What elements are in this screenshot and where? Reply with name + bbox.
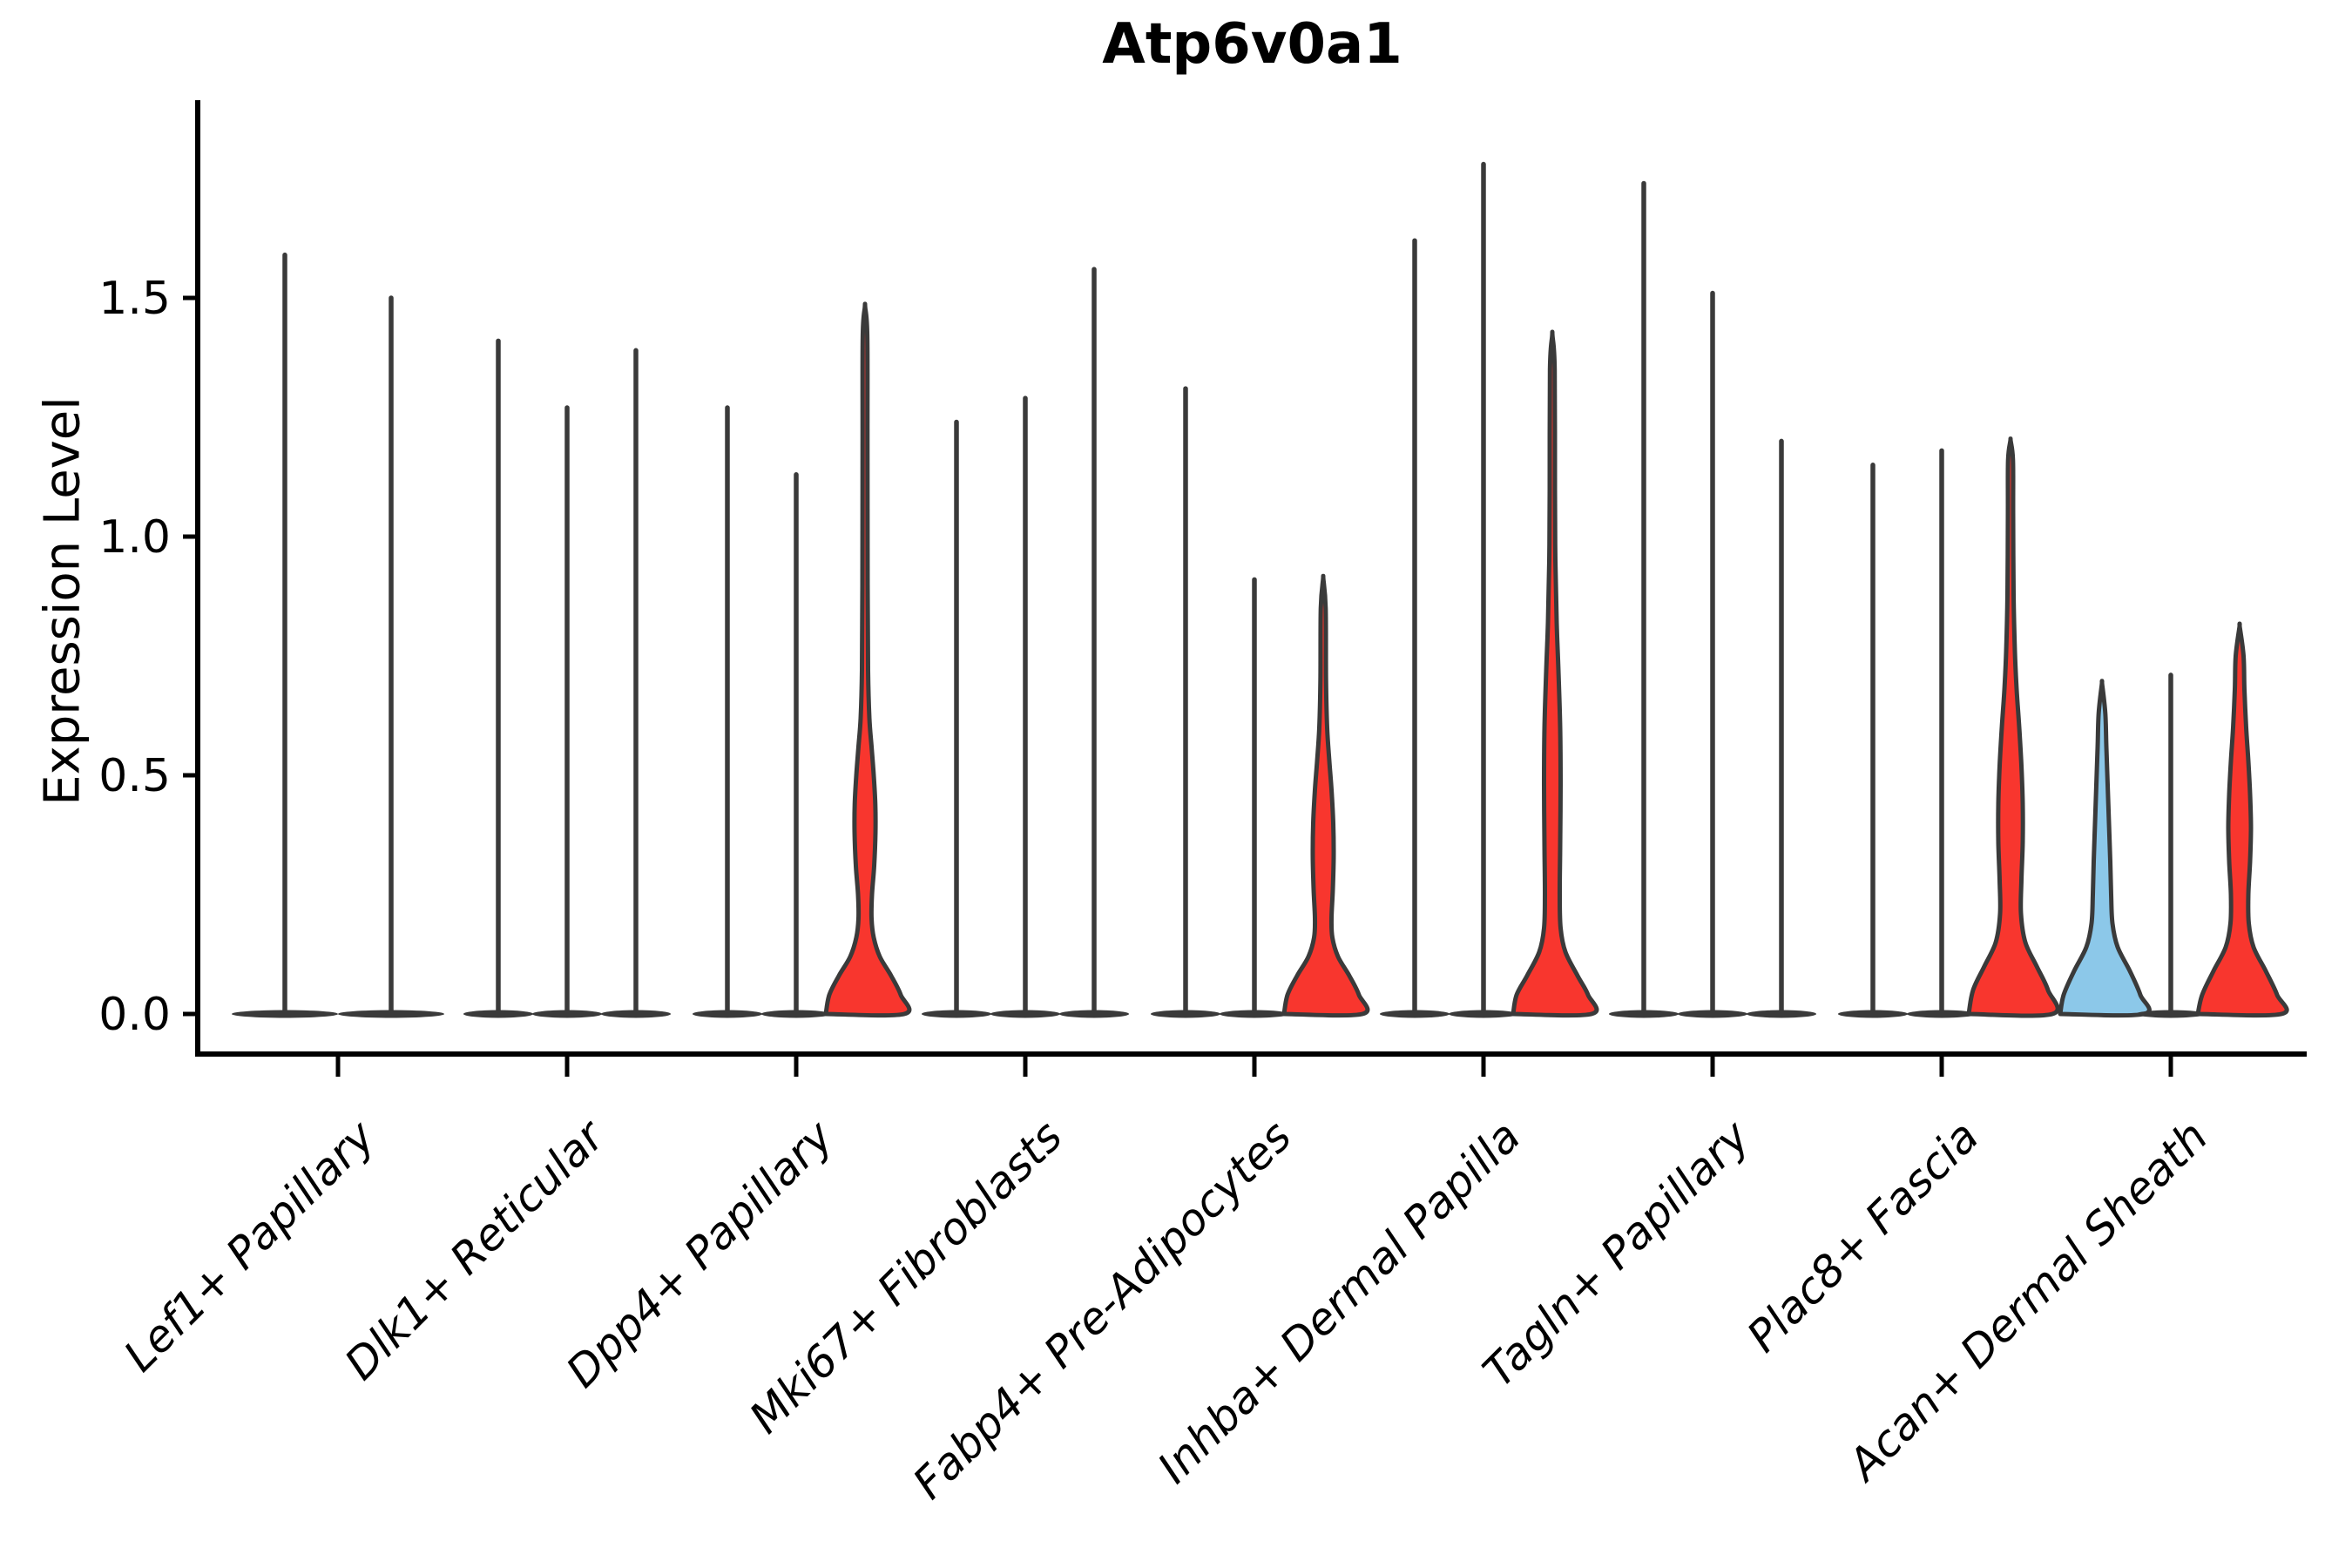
y-tick-label: 0.0 bbox=[98, 989, 171, 1041]
y-tick-label: 1.5 bbox=[98, 273, 171, 325]
violin-body bbox=[1281, 573, 1370, 1018]
violin-body bbox=[1966, 436, 2060, 1018]
violin-body bbox=[823, 301, 912, 1018]
x-tick-label: Acan+ Dermal Sheath bbox=[1837, 1111, 2218, 1491]
x-tick-label: Fabp4+ Pre-Adipocytes bbox=[903, 1111, 1301, 1509]
x-tick-label: Plac8+ Fascia bbox=[1738, 1111, 1989, 1362]
x-tick-label: Lef1+ Papillary bbox=[114, 1110, 385, 1381]
violin-body bbox=[2058, 679, 2152, 1018]
y-tick-label: 0.5 bbox=[98, 750, 171, 802]
violin-body bbox=[1511, 329, 1599, 1018]
y-tick-label: 1.0 bbox=[98, 511, 171, 564]
chart-title: Atp6v0a1 bbox=[1102, 12, 1402, 77]
violin-body bbox=[2195, 621, 2289, 1018]
x-tick-label: Inhba+ Dermal Papilla bbox=[1148, 1111, 1530, 1492]
